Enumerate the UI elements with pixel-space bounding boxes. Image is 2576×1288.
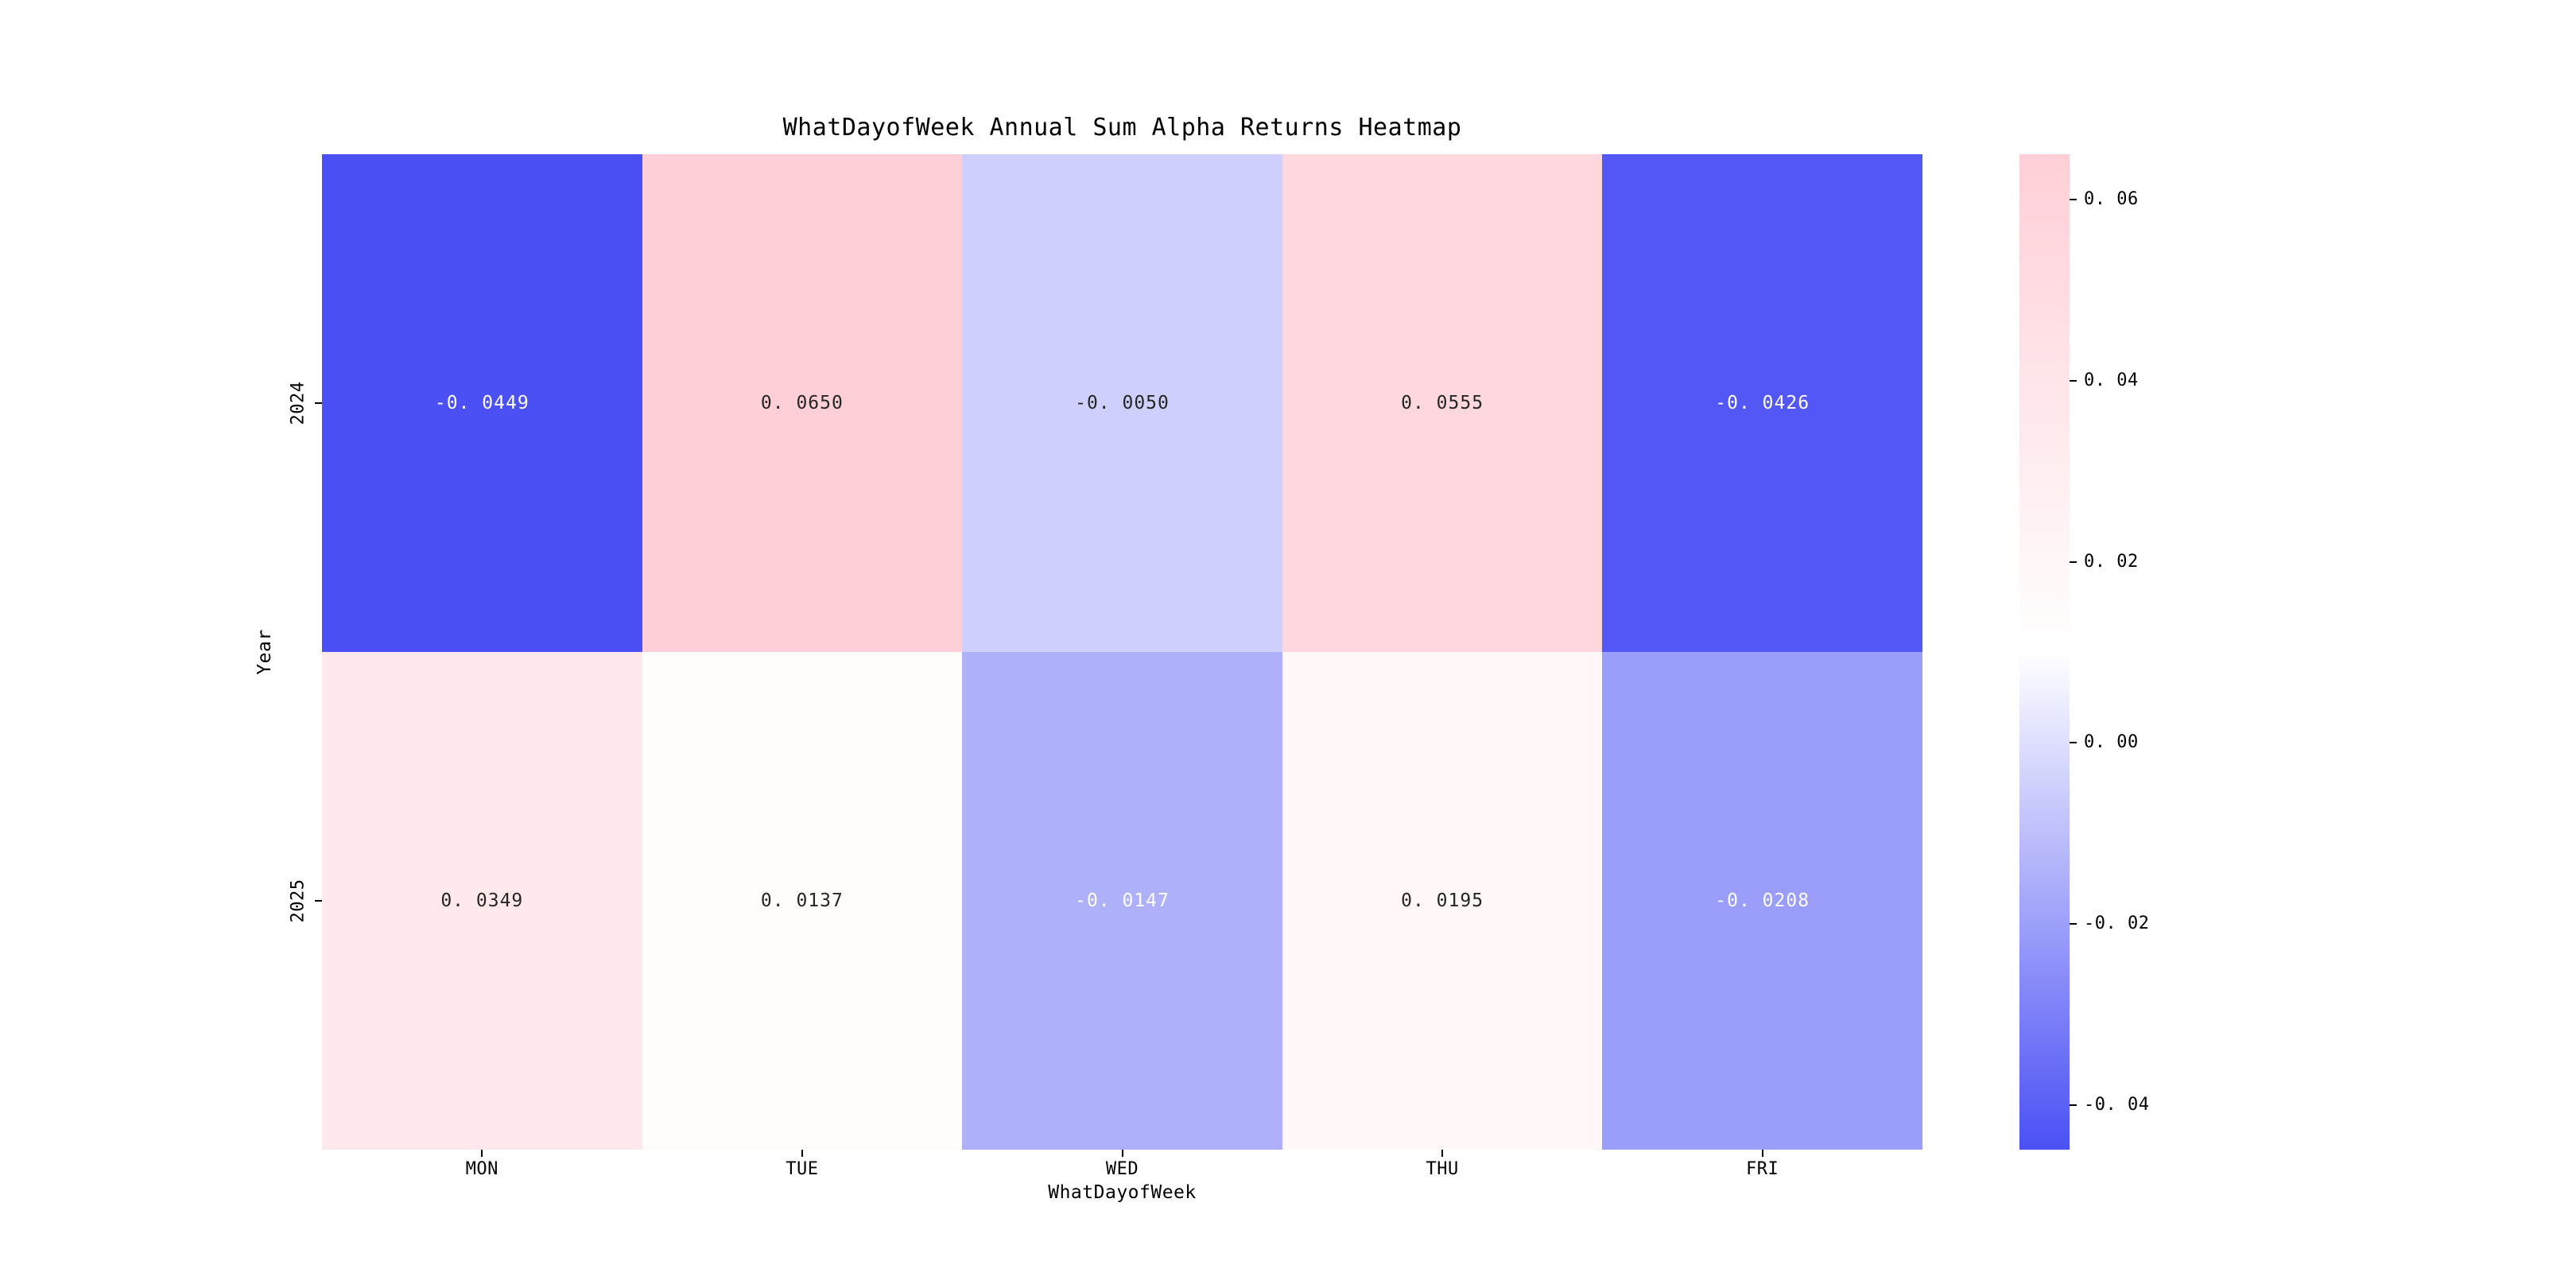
cell-value: -0. 0208 [1715,890,1810,911]
x-tick-label-mon: MON [465,1159,499,1179]
cell-value: -0. 0147 [1075,890,1170,911]
heatmap-cell-2025-tue: 0. 0137 [642,652,963,1150]
heatmap-cell-2024-fri: -0. 0426 [1602,154,1922,652]
heatmap-cell-2025-wed: -0. 0147 [962,652,1282,1150]
x-tick-label-thu: THU [1426,1159,1459,1179]
heatmap-cell-2025-mon: 0. 0349 [322,652,642,1150]
cell-value: 0. 0349 [440,890,524,911]
cell-value: 0. 0555 [1401,393,1484,413]
colorbar-tick-label: 0. 00 [2084,732,2139,753]
x-axis-label: WhatDayofWeek [1048,1182,1197,1203]
x-tick-label-wed: WED [1105,1159,1139,1179]
y-tick-label-2025: 2025 [288,879,308,923]
colorbar-tick-mark [2070,923,2077,925]
cell-value: 0. 0195 [1401,890,1484,911]
colorbar-tick-label: -0. 04 [2084,1095,2150,1115]
colorbar-tick-label: 0. 04 [2084,370,2139,390]
heatmap-cell-2024-mon: -0. 0449 [322,154,642,652]
cell-value: -0. 0426 [1715,393,1810,413]
colorbar-tick-mark [2070,198,2077,200]
x-tick-mark [481,1150,483,1157]
colorbar-tick-mark [2070,561,2077,563]
colorbar-tick-mark [2070,742,2077,744]
heatmap-cell-2024-wed: -0. 0050 [962,154,1282,652]
colorbar-tick-mark [2070,379,2077,382]
colorbar-tick-label: -0. 02 [2084,914,2150,934]
x-tick-label-tue: TUE [786,1159,819,1179]
cell-value: 0. 0650 [760,393,844,413]
x-tick-mark [1441,1150,1444,1157]
y-tick-mark [315,402,322,404]
y-tick-label-2024: 2024 [288,381,308,425]
heatmap-cell-2025-thu: 0. 0195 [1282,652,1603,1150]
x-tick-mark [1121,1150,1123,1157]
cell-value: -0. 0050 [1075,393,1170,413]
colorbar-tick-mark [2070,1104,2077,1107]
y-axis-label: Year [254,629,275,675]
x-tick-mark [1761,1150,1763,1157]
heatmap-cell-2024-tue: 0. 0650 [642,154,963,652]
x-tick-mark [801,1150,803,1157]
heatmap-cell-2024-thu: 0. 0555 [1282,154,1603,652]
heatmap-grid: -0. 0449 0. 0650 -0. 0050 0. 0555 -0. 0426 0.… [322,154,1922,1150]
cell-value: 0. 0137 [760,890,844,911]
colorbar-tick-label: 0. 06 [2084,188,2139,209]
colorbar [2019,154,2070,1150]
y-tick-mark [315,900,322,902]
x-tick-label-fri: FRI [1746,1159,1779,1179]
cell-value: -0. 0449 [434,393,530,413]
heatmap-cell-2025-fri: -0. 0208 [1602,652,1922,1150]
chart-title: WhatDayofWeek Annual Sum Alpha Returns H… [782,114,1462,142]
colorbar-tick-label: 0. 02 [2084,551,2139,572]
